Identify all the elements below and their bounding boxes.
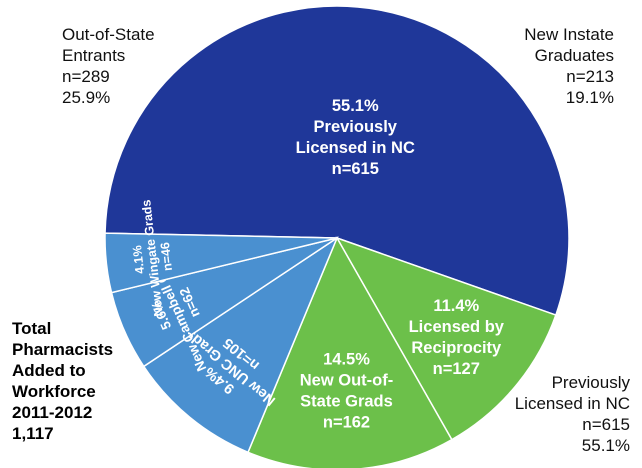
total-line-2: Pharmacists [12,340,114,359]
total-line-4: Workforce [12,382,96,401]
slice-count-reciprocity: n=127 [433,360,480,378]
new-instate-line-1: New Instate [524,25,614,44]
slice-count-new_out_state: n=162 [323,413,370,431]
slice-percent-reciprocity: 11.4% [433,297,479,315]
total-line-5: 2011-2012 [12,403,93,422]
out-of-state-line-1: Out-of-State [62,25,155,44]
slice-name-line-2-reciprocity: Reciprocity [411,339,502,357]
pie-slice-reciprocity [335,236,557,441]
new-instate-pct: 19.1% [565,88,614,107]
pie-slice-wingate [104,232,338,294]
slice-name-line-1-prev_nc: Previously [314,118,398,136]
slice-label-new_out_state: 14.5% New Out-of- State Grads n=162 [300,350,393,431]
slice-label-prev_nc: 55.1% Previously Licensed in NC n=615 [296,97,415,178]
slice-percent-prev_nc: 55.1% [332,97,379,115]
slice-percent-wingate: 4.1% [130,245,147,275]
pie-slice-new_out_state [247,236,453,468]
total-label: Total Pharmacists Added to Workforce 201… [12,318,113,444]
new-instate-n: n=213 [566,67,614,86]
previously-group-label: Previously Licensed in NC n=615 55.1% [515,372,630,456]
new-instate-line-2: Graduates [534,46,614,65]
slice-count-wingate: n=46 [158,241,175,271]
slice-label-reciprocity: 11.4% Licensed by Reciprocity n=127 [409,297,505,378]
out-of-state-n: n=289 [62,67,110,86]
slice-name-line-1-reciprocity: Licensed by [409,318,505,336]
out-of-state-pct: 25.9% [62,88,111,107]
slice-name-line-2-prev_nc: Licensed in NC [296,139,415,157]
slice-percent-new_out_state: 14.5% [323,350,370,368]
total-value: 1,117 [12,424,54,443]
out-of-state-group-label: Out-of-State Entrants n=289 25.9% [62,24,155,108]
pie-slice-prev_nc [104,5,570,317]
slice-name-line-2-new_out_state: State Grads [300,392,393,410]
previously-n: n=615 [582,415,630,434]
previously-pct: 55.1% [581,436,630,455]
total-line-1: Total [12,319,52,338]
total-line-3: Added to [12,361,86,380]
slice-name-line-1-new_out_state: New Out-of- [300,371,393,389]
slice-count-prev_nc: n=615 [332,160,379,178]
pie-slice-unc [142,236,339,454]
previously-line-2: Licensed in NC [514,394,630,413]
out-of-state-line-2: Entrants [62,46,126,65]
new-instate-group-label: New Instate Graduates n=213 19.1% [524,24,614,108]
previously-line-1: Previously [551,373,630,392]
